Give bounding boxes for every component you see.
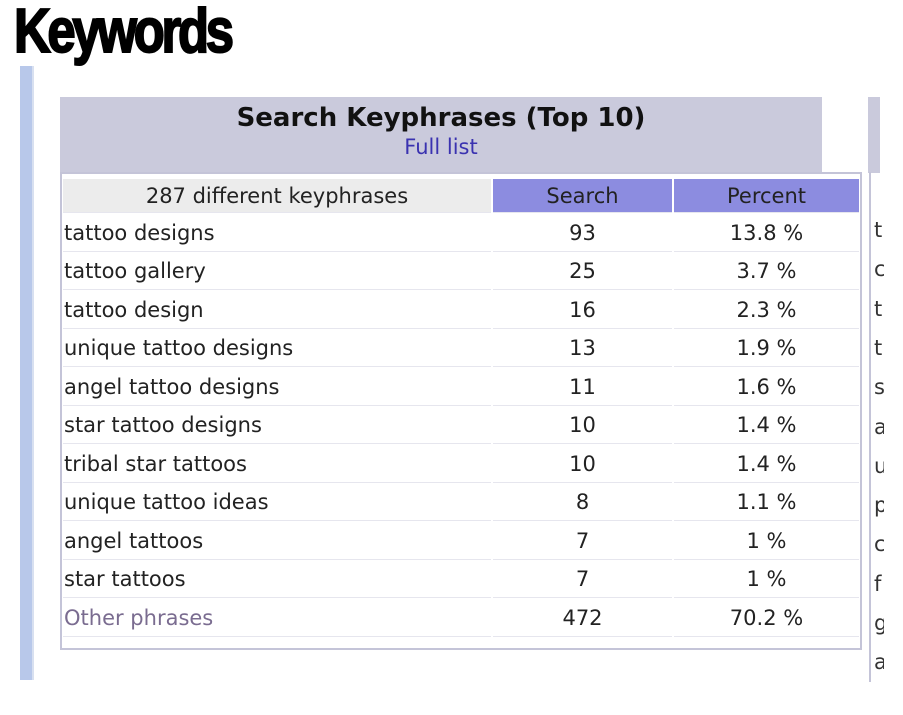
percent-cell: 1.1 %	[674, 485, 859, 521]
percent-cell: 1.6 %	[674, 369, 859, 406]
adjacent-table-letter: a	[874, 414, 884, 439]
adjacent-table-letter: t	[874, 218, 883, 242]
header-percent: Percent	[674, 179, 859, 213]
table-row: unique tattoo ideas 8 1.1 %	[63, 485, 859, 521]
adjacent-panel-border	[869, 172, 871, 682]
adjacent-table-letter: t	[874, 335, 883, 360]
table-row: tribal star tattoos 10 1.4 %	[63, 446, 859, 483]
keyphrases-table-box: 287 different keyphrases Search Percent …	[60, 172, 862, 650]
percent-cell: 1.9 %	[674, 331, 859, 367]
adjacent-table-letter: s	[874, 375, 884, 400]
adjacent-table-letter: t	[874, 296, 883, 321]
percent-cell: 1 %	[674, 562, 859, 598]
left-border-bar	[20, 66, 34, 680]
table-row: unique tattoo designs 13 1.9 %	[63, 331, 859, 367]
keyphrase-cell: tattoo design	[63, 292, 491, 329]
full-list-link[interactable]: Full list	[404, 135, 478, 159]
keyphrases-table: 287 different keyphrases Search Percent …	[61, 177, 861, 639]
percent-cell: 1 %	[674, 523, 859, 560]
keyphrase-cell: angel tattoos	[63, 523, 491, 560]
table-row: star tattoo designs 10 1.4 %	[63, 408, 859, 444]
adjacent-panel-header	[868, 97, 880, 173]
percent-cell: 1.4 %	[674, 446, 859, 483]
search-count-cell: 472	[493, 600, 672, 637]
table-row: tattoo design 16 2.3 %	[63, 292, 859, 329]
panel-header: Search Keyphrases (Top 10) Full list	[60, 97, 822, 173]
keyphrase-cell: tattoo designs	[63, 215, 491, 252]
percent-cell: 13.8 %	[674, 215, 859, 252]
adjacent-table-letter: u	[874, 453, 884, 478]
keyphrase-cell: Other phrases	[63, 600, 491, 637]
adjacent-table-letter: p	[874, 493, 884, 518]
panel-title: Search Keyphrases (Top 10)	[236, 103, 646, 133]
adjacent-table-letter: a	[874, 650, 884, 675]
percent-cell: 3.7 %	[674, 254, 859, 290]
keyphrase-cell: tribal star tattoos	[63, 446, 491, 483]
keyphrase-cell: angel tattoo designs	[63, 369, 491, 406]
search-count-cell: 25	[493, 254, 672, 290]
search-count-cell: 13	[493, 331, 672, 367]
header-keyphrases: 287 different keyphrases	[63, 179, 491, 213]
search-count-cell: 16	[493, 292, 672, 329]
search-count-cell: 93	[493, 215, 672, 252]
search-count-cell: 7	[493, 562, 672, 598]
adjacent-table-letter: c	[874, 257, 884, 282]
table-row: tattoo designs 93 13.8 %	[63, 215, 859, 252]
search-count-cell: 10	[493, 408, 672, 444]
search-count-cell: 8	[493, 485, 672, 521]
keyphrase-cell: star tattoo designs	[63, 408, 491, 444]
table-row: angel tattoos 7 1 %	[63, 523, 859, 560]
table-row: Other phrases 472 70.2 %	[63, 600, 859, 637]
keyphrase-cell: unique tattoo designs	[63, 331, 491, 367]
adjacent-table-letter: c	[874, 532, 884, 557]
search-count-cell: 11	[493, 369, 672, 406]
percent-cell: 2.3 %	[674, 292, 859, 329]
keyphrase-cell: tattoo gallery	[63, 254, 491, 290]
header-search: Search	[493, 179, 672, 213]
table-row: tattoo gallery 25 3.7 %	[63, 254, 859, 290]
table-row: angel tattoo designs 11 1.6 %	[63, 369, 859, 406]
percent-cell: 1.4 %	[674, 408, 859, 444]
adjacent-table-letter: f	[874, 571, 882, 596]
keyphrase-cell: unique tattoo ideas	[63, 485, 491, 521]
table-row: star tattoos 7 1 %	[63, 562, 859, 598]
table-header-row: 287 different keyphrases Search Percent	[63, 179, 859, 213]
keyphrase-cell: star tattoos	[63, 562, 491, 598]
search-count-cell: 10	[493, 446, 672, 483]
percent-cell: 70.2 %	[674, 600, 859, 637]
search-count-cell: 7	[493, 523, 672, 560]
page-title: Keywords	[13, 0, 235, 67]
adjacent-table-letter: g	[874, 611, 884, 635]
